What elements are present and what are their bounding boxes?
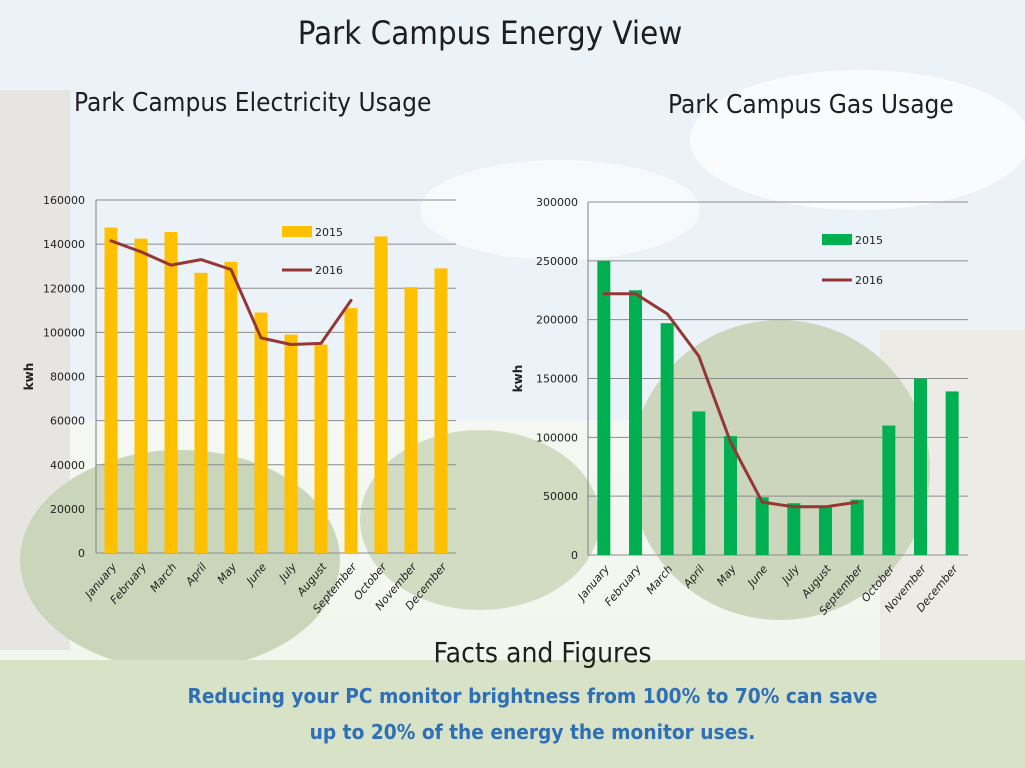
bar [104,227,118,553]
bar [755,497,769,555]
x-tick-label: April [680,563,707,591]
legend-label-2016: 2016 [315,264,343,277]
y-tick-label: 100000 [43,326,85,339]
y-tick-label: 160000 [43,194,85,207]
page-title: Park Campus Energy View [297,14,683,52]
bar [660,323,674,555]
bar [224,261,238,553]
bar [597,260,611,555]
facts-heading: Facts and Figures [433,636,652,669]
bar [787,503,801,555]
legend-swatch-2015 [282,226,312,237]
bar [164,231,178,553]
bar [629,290,642,555]
legend-label-2015: 2015 [855,234,883,247]
x-tick-label: July [778,562,802,587]
y-tick-label: 50000 [543,490,578,503]
x-tick-label: May [714,562,739,588]
y-tick-label: 250000 [536,255,578,268]
y-tick-label: 300000 [536,196,578,209]
y-tick-label: 150000 [536,373,578,386]
bar [374,236,388,553]
legend-swatch-2015 [822,234,852,245]
gas-chart-title: Park Campus Gas Usage [668,90,954,120]
y-tick-label: 80000 [50,371,85,384]
bar [434,268,448,553]
y-tick-label: 0 [78,547,85,560]
bar [850,499,864,555]
y-tick-label: 60000 [50,415,85,428]
y-tick-label: 40000 [50,459,85,472]
facts-text-line-2: up to 20% of the energy the monitor uses… [309,720,756,744]
electricity-chart-title: Park Campus Electricity Usage [74,88,432,118]
bar [284,334,298,553]
y-tick-label: 100000 [536,431,578,444]
y-axis-label: kwh [511,365,525,393]
y-tick-label: 0 [571,549,578,562]
facts-text-line-1: Reducing your PC monitor brightness from… [187,684,878,708]
bar [314,344,328,553]
bar [819,505,832,555]
bar [344,308,358,553]
legend-label-2015: 2015 [315,226,343,239]
bar [882,425,896,555]
bar [724,436,737,555]
bar [254,312,268,553]
y-tick-label: 120000 [43,282,85,295]
bar [194,272,208,553]
y-tick-label: 20000 [50,503,85,516]
bar [692,411,706,555]
bar [134,238,148,553]
y-tick-label: 200000 [536,314,578,327]
x-tick-label: June [744,562,771,590]
x-tick-label: March [644,563,676,597]
bar [404,287,418,553]
bar [945,391,959,555]
y-axis-label: kwh [22,363,36,391]
bar [914,378,927,555]
y-tick-label: 140000 [43,238,85,251]
legend-label-2016: 2016 [855,274,883,287]
